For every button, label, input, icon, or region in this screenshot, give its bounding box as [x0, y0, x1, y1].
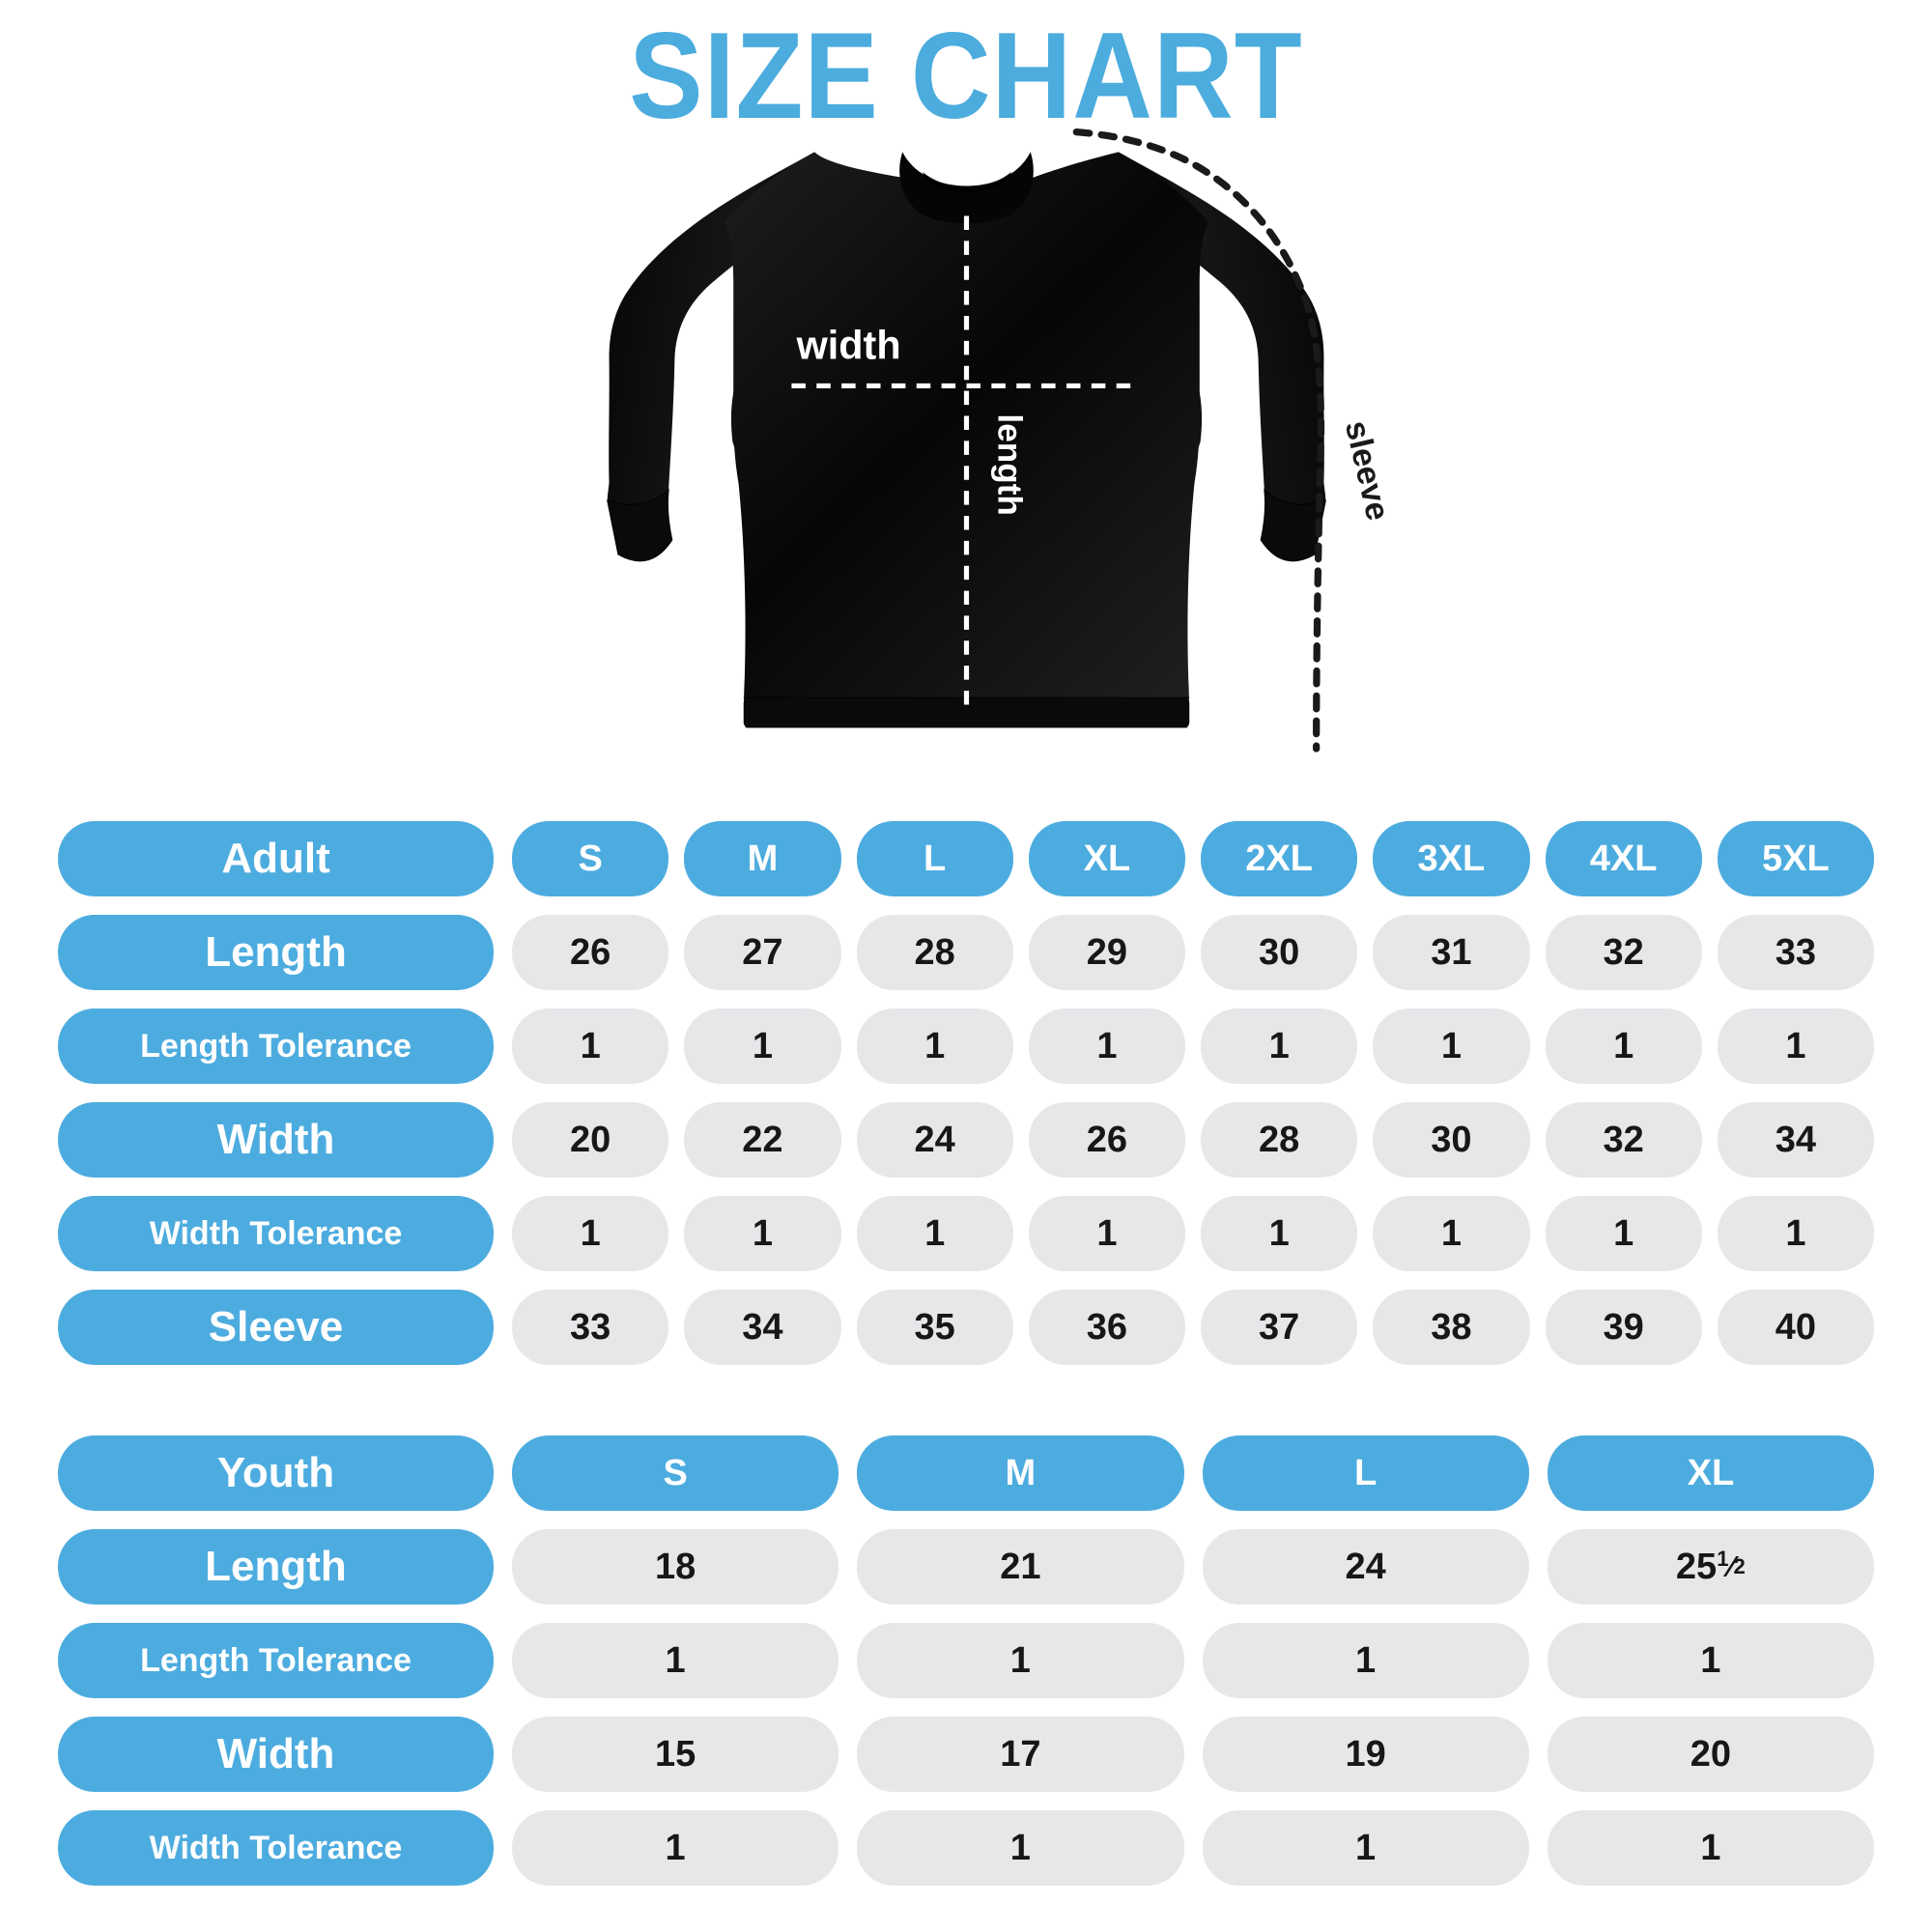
svg-text:length: length [991, 413, 1029, 515]
svg-text:width: width [796, 324, 901, 368]
svg-text:sleeve: sleeve [1338, 417, 1397, 524]
